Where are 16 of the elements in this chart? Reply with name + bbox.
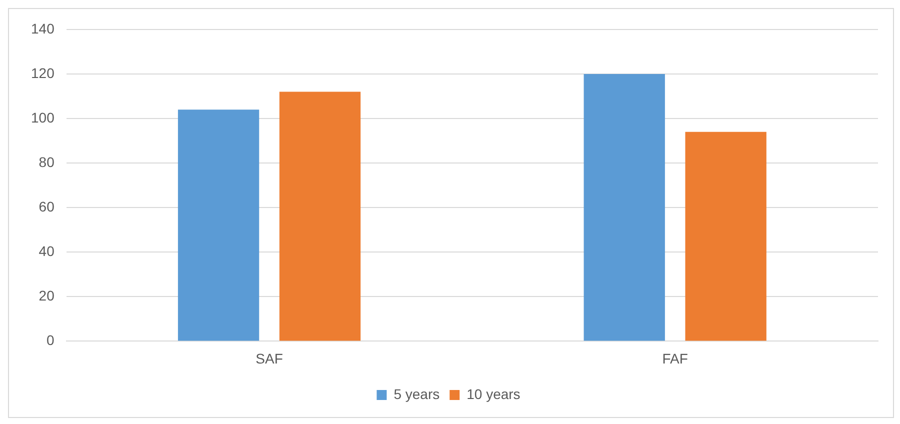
y-tick-label: 80 — [38, 154, 55, 170]
y-tick-label: 60 — [38, 198, 55, 214]
y-tick-label: 100 — [31, 109, 55, 126]
x-tick-label: FAF — [662, 350, 688, 366]
legend-label: 10 years — [466, 386, 520, 402]
x-tick-label: SAF — [256, 350, 283, 366]
bar — [685, 132, 766, 341]
legend-label: 5 years — [394, 386, 440, 402]
y-tick-label: 120 — [31, 64, 55, 81]
bar — [178, 110, 260, 341]
bar — [584, 74, 665, 341]
y-tick-label: 0 — [46, 332, 55, 348]
y-tick-label: 140 — [31, 20, 55, 36]
bar — [279, 92, 361, 341]
y-tick-label: 40 — [38, 242, 55, 259]
y-tick-label: 20 — [38, 288, 55, 304]
